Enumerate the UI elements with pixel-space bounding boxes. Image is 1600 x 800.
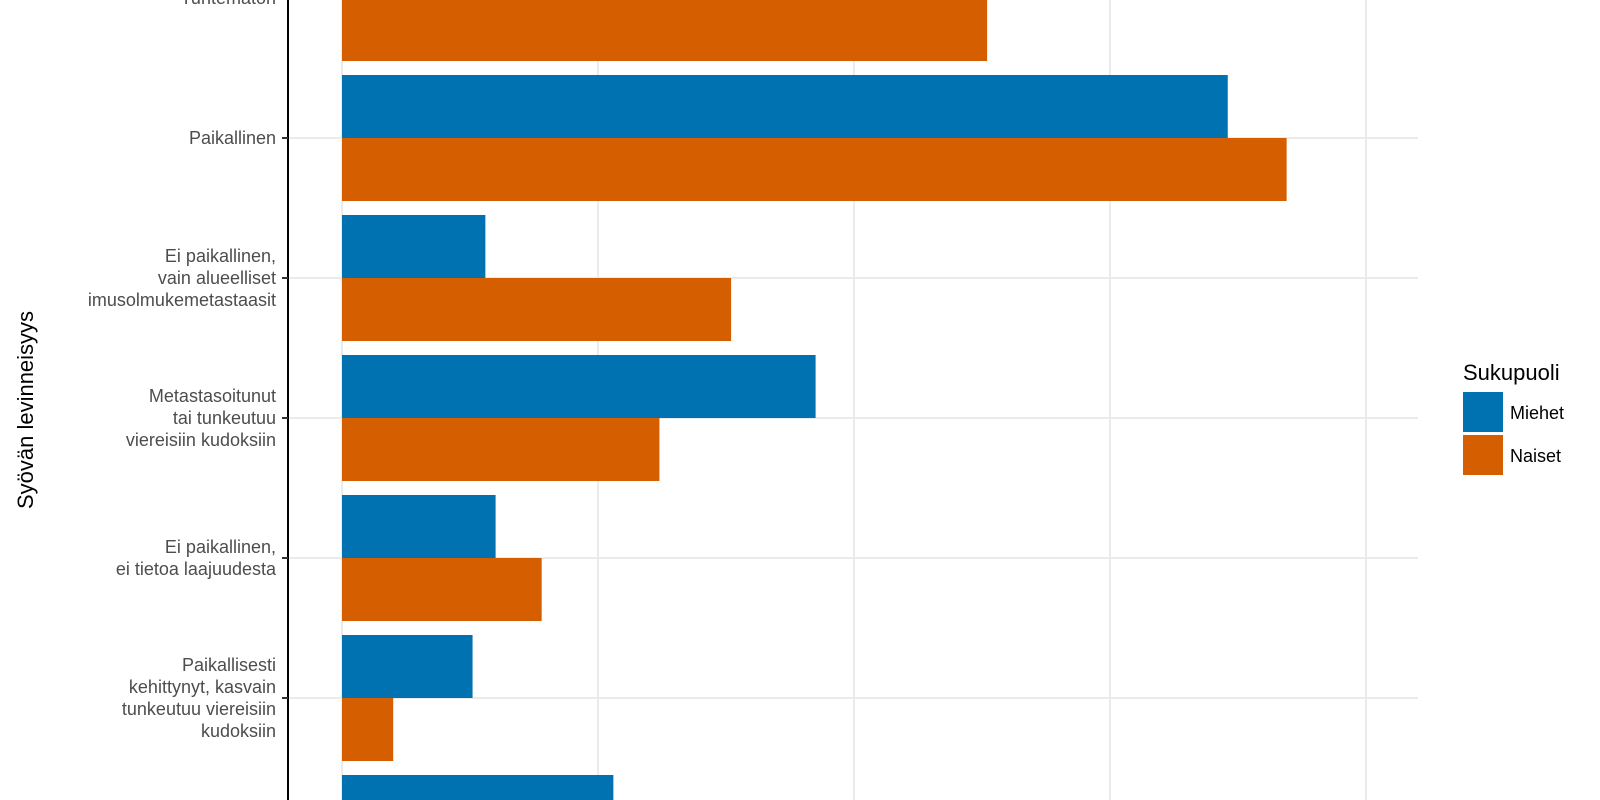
category-label-2-1: vain alueelliset bbox=[158, 268, 276, 288]
bar-naiset-4 bbox=[342, 558, 542, 621]
legend-label-naiset: Naiset bbox=[1510, 446, 1561, 466]
legend: Sukupuoli Miehet Naiset bbox=[1463, 360, 1564, 475]
category-label-3-0: Metastasoitunut bbox=[149, 386, 276, 406]
bar-miehet-2 bbox=[342, 215, 486, 278]
category-label-2-2: imusolmukemetastaasit bbox=[88, 290, 276, 310]
legend-swatch-miehet bbox=[1463, 392, 1503, 432]
bar-miehet-5 bbox=[342, 635, 473, 698]
category-label-5-2: tunkeutuu viereisiin bbox=[122, 699, 276, 719]
category-label-4-0: Ei paikallinen, bbox=[165, 537, 276, 557]
category-label-3-2: viereisiin kudoksiin bbox=[126, 430, 276, 450]
category-label-3-1: tai tunkeutuu bbox=[173, 408, 276, 428]
legend-swatch-naiset bbox=[1463, 435, 1503, 475]
bar-miehet-1 bbox=[342, 75, 1228, 138]
y-axis-title: Syövän levinneisyys bbox=[13, 311, 38, 509]
legend-label-miehet: Miehet bbox=[1510, 403, 1564, 423]
bar-naiset-2 bbox=[342, 278, 732, 341]
category-label-5-0: Paikallisesti bbox=[182, 655, 276, 675]
y-axis-tick-labels: TuntematonPaikallinenEi paikallinen,vain… bbox=[88, 0, 277, 741]
category-label-4-1: ei tietoa laajuudesta bbox=[116, 559, 277, 579]
category-label-0-0: Tuntematon bbox=[181, 0, 276, 8]
legend-title: Sukupuoli bbox=[1463, 360, 1560, 385]
bar-miehet-4 bbox=[342, 495, 496, 558]
bars bbox=[342, 0, 1287, 800]
bar-naiset-1 bbox=[342, 138, 1287, 201]
category-label-1-0: Paikallinen bbox=[189, 128, 276, 148]
bar-naiset-0 bbox=[342, 0, 988, 61]
category-label-5-1: kehittynyt, kasvain bbox=[129, 677, 276, 697]
category-label-5-3: kudoksiin bbox=[201, 721, 276, 741]
bar-miehet-3 bbox=[342, 355, 816, 418]
legend-items: Miehet Naiset bbox=[1463, 392, 1564, 475]
bar-naiset-5 bbox=[342, 698, 394, 761]
bar-miehet-6 bbox=[342, 775, 614, 800]
category-label-2-0: Ei paikallinen, bbox=[165, 246, 276, 266]
y-axis-ticks bbox=[282, 137, 288, 699]
bar-naiset-3 bbox=[342, 418, 660, 481]
